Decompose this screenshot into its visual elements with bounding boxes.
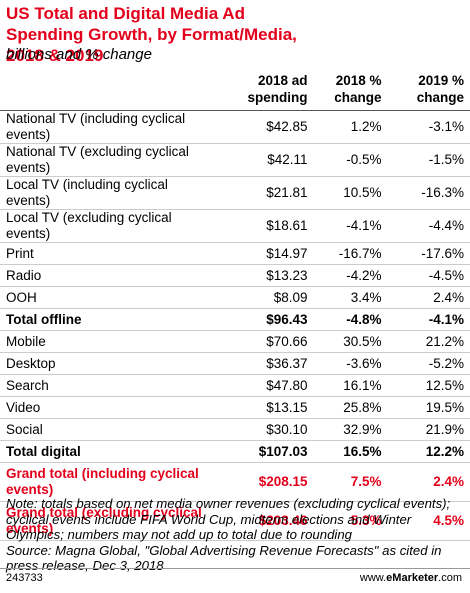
cell: -4.8% [313,308,388,331]
cell: -4.2% [313,264,388,287]
footer-id: 243733 [6,572,43,584]
table-row: Radio $13.23 -4.2% -4.5% [0,264,470,287]
cell: 2.4% [387,286,470,309]
cell: $30.10 [219,418,314,441]
row-label: Print [0,242,220,265]
row-label: Local TV (excluding cyclical events) [0,209,220,243]
note: Note: totals based on net media owner re… [6,496,451,542]
row-label: National TV (excluding cyclical events) [0,143,220,177]
cell: 12.5% [387,374,470,397]
cell: -4.4% [387,209,470,243]
cell: $36.37 [219,352,314,375]
table-row: Total offline $96.43 -4.8% -4.1% [0,308,470,331]
row-label: Grand total (excluding cyclical events) [0,501,220,541]
table-row: Print $14.97 -16.7% -17.6% [0,242,470,265]
row-label: Mobile [0,330,220,353]
table-row: National TV (excluding cyclical events) $… [0,143,470,177]
row-label: Total offline [0,308,220,331]
cell: -4.1% [313,209,388,243]
cell: $208.15 [219,462,314,502]
column-header: 2018 ad spending [219,70,314,111]
cell: $13.23 [219,264,314,287]
row-label: Total digital [0,440,220,463]
cell: -3.1% [387,110,470,144]
table-row: Local TV (excluding cyclical events) $18.… [0,209,470,243]
footer-rule [0,568,470,569]
site-prefix: www. [359,572,387,584]
cell: 30.5% [313,330,388,353]
cell: $14.97 [219,242,314,265]
cell: 2.4% [387,462,470,502]
footer-site: www.eMarketer.com [360,572,462,584]
cell: -16.7% [313,242,388,265]
table-row: Grand total (excluding cyclical events) $… [0,501,470,541]
cell: 21.2% [387,330,470,353]
cell: $70.66 [219,330,314,353]
header-row: 2018 ad spending 2018 % change 2019 % chan… [0,70,470,111]
cell: $8.09 [219,286,314,309]
row-label: Local TV (including cyclical events) [0,176,220,210]
cell: 16.1% [313,374,388,397]
cell: -0.5% [313,143,388,177]
corner [0,70,220,111]
cell: 19.5% [387,396,470,419]
row-label: Grand total (including cyclical events) [0,462,220,502]
cell: $21.81 [219,176,314,210]
data-table: 2018 ad spending 2018 % change 2019 % chan… [0,70,470,541]
site-brand: eMarketer [386,572,439,584]
cell: -16.3% [387,176,470,210]
table-row: Video $13.15 25.8% 19.5% [0,396,470,419]
cell: -17.6% [387,242,470,265]
row-label: National TV (including cyclical events) [0,110,220,144]
cell: 32.9% [313,418,388,441]
table-row: Local TV (including cyclical events) $21.… [0,176,470,210]
cell: 25.8% [313,396,388,419]
cell: 3.4% [313,286,388,309]
cell: -1.5% [387,143,470,177]
notes: Note: totals based on net media owner re… [6,496,466,574]
cell: $203.46 [219,501,314,541]
table-row: Total digital $107.03 16.5% 12.2% [0,440,470,463]
cell: -3.6% [313,352,388,375]
row-label: Video [0,396,220,419]
cell: 10.5% [313,176,388,210]
table-row: Social $30.10 32.9% 21.9% [0,418,470,441]
table-row: National TV (including cyclical events) $… [0,110,470,144]
cell: -4.5% [387,264,470,287]
cell: 1.2% [313,110,388,144]
column-header: 2019 % change [387,70,470,111]
cell: 21.9% [387,418,470,441]
table-row: Mobile $70.66 30.5% 21.2% [0,330,470,353]
cell: $96.43 [219,308,314,331]
cell: 16.5% [313,440,388,463]
column-header: 2018 % change [313,70,388,111]
cell: -5.2% [387,352,470,375]
row-label: Radio [0,264,220,287]
title: US Total and Digital Media Ad Spending G… [6,4,297,65]
source: Source: Magna Global, "Global Advertisin… [6,542,442,574]
table-row: OOH $8.09 3.4% 2.4% [0,286,470,309]
subtitle: billions and % change [6,46,152,63]
table-row: Desktop $36.37 -3.6% -5.2% [0,352,470,375]
cell: 7.5% [313,462,388,502]
cell: $18.61 [219,209,314,243]
table-row: Grand total (including cyclical events) $… [0,462,470,502]
cell: $47.80 [219,374,314,397]
row-label: Desktop [0,352,220,375]
cell: $42.85 [219,110,314,144]
cell: $13.15 [219,396,314,419]
cell: $107.03 [219,440,314,463]
site-suffix: .com [438,572,462,584]
cell: $42.11 [219,143,314,177]
row-label: OOH [0,286,220,309]
cell: 4.5% [387,501,470,541]
cell: 5.3% [313,501,388,541]
row-label: Social [0,418,220,441]
cell: -4.1% [387,308,470,331]
row-label: Search [0,374,220,397]
table-row: Search $47.80 16.1% 12.5% [0,374,470,397]
cell: 12.2% [387,440,470,463]
